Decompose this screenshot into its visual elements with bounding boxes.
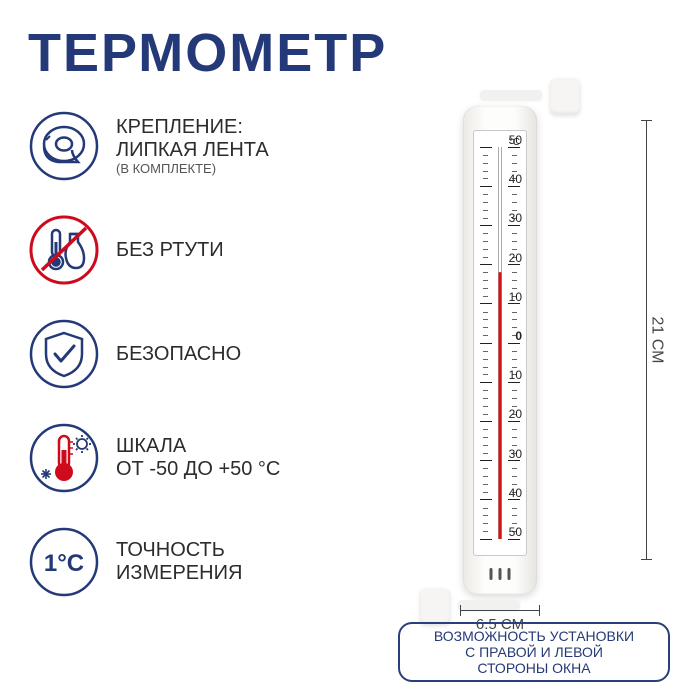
scale-label: 30 [509, 447, 522, 461]
feature-safe-text: БЕЗОПАСНО [116, 343, 241, 366]
thermometer-body: °C 504030201001020304050 [463, 106, 537, 594]
scale-label: 30 [509, 211, 522, 225]
feature-accuracy: 1°C ТОЧНОСТЬ ИЗМЕРЕНИЯ [28, 526, 388, 598]
feature-accuracy-label: ТОЧНОСТЬ ИЗМЕРЕНИЯ [116, 539, 242, 585]
scale-label: 50 [509, 133, 522, 147]
scale-label: 20 [509, 407, 522, 421]
thermometer-feet [490, 568, 511, 580]
dimension-height-label: 21 СМ [648, 311, 666, 370]
feature-tape: КРЕПЛЕНИЕ: ЛИПКАЯ ЛЕНТА (В КОМПЛЕКТЕ) [28, 110, 388, 182]
feature-range-label: ШКАЛА ОТ -50 ДО +50 °C [116, 435, 280, 481]
feature-list: КРЕПЛЕНИЕ: ЛИПКАЯ ЛЕНТА (В КОМПЛЕКТЕ) [28, 110, 388, 598]
feature-accuracy-text: ТОЧНОСТЬ ИЗМЕРЕНИЯ [116, 539, 242, 585]
dimension-height: 21 СМ [634, 120, 658, 560]
scale-label: 20 [509, 251, 522, 265]
infographic-root: ТЕРМОМЕТР КРЕПЛЕНИЕ: ЛИПКАЯ ЛЕНТА (В КОМ… [0, 0, 700, 700]
range-icon [28, 422, 100, 494]
product-title: ТЕРМОМЕТР [28, 22, 387, 84]
scale-label: 40 [509, 486, 522, 500]
feature-safe: БЕЗОПАСНО [28, 318, 388, 390]
feature-tape-label: КРЕПЛЕНИЕ: ЛИПКАЯ ЛЕНТА [116, 116, 269, 162]
installation-note: ВОЗМОЖНОСТЬ УСТАНОВКИ С ПРАВОЙ И ЛЕВОЙ С… [398, 622, 670, 682]
thermometer-scale: °C 504030201001020304050 [473, 130, 527, 556]
accuracy-icon: 1°C [28, 526, 100, 598]
feature-no-mercury-text: БЕЗ РТУТИ [116, 239, 224, 262]
accuracy-icon-text: 1°C [44, 550, 84, 577]
feature-tape-sub: (В КОМПЛЕКТЕ) [116, 162, 269, 177]
scale-label: 10 [509, 290, 522, 304]
feature-no-mercury-label: БЕЗ РТУТИ [116, 239, 224, 262]
feature-tape-text: КРЕПЛЕНИЕ: ЛИПКАЯ ЛЕНТА (В КОМПЛЕКТЕ) [116, 116, 269, 177]
scale-label: 0 [515, 329, 522, 343]
tape-icon [28, 110, 100, 182]
scale-label: 50 [509, 525, 522, 539]
feature-safe-label: БЕЗОПАСНО [116, 343, 241, 366]
feature-range-text: ШКАЛА ОТ -50 ДО +50 °C [116, 435, 280, 481]
thermometer-illustration: °C 504030201001020304050 [410, 80, 590, 620]
mercury-column [499, 272, 502, 539]
feature-range: ШКАЛА ОТ -50 ДО +50 °C [28, 422, 388, 494]
scale-label: 10 [509, 368, 522, 382]
shield-icon [28, 318, 100, 390]
no-mercury-icon [28, 214, 100, 286]
feature-no-mercury: БЕЗ РТУТИ [28, 214, 388, 286]
scale-label: 40 [509, 172, 522, 186]
